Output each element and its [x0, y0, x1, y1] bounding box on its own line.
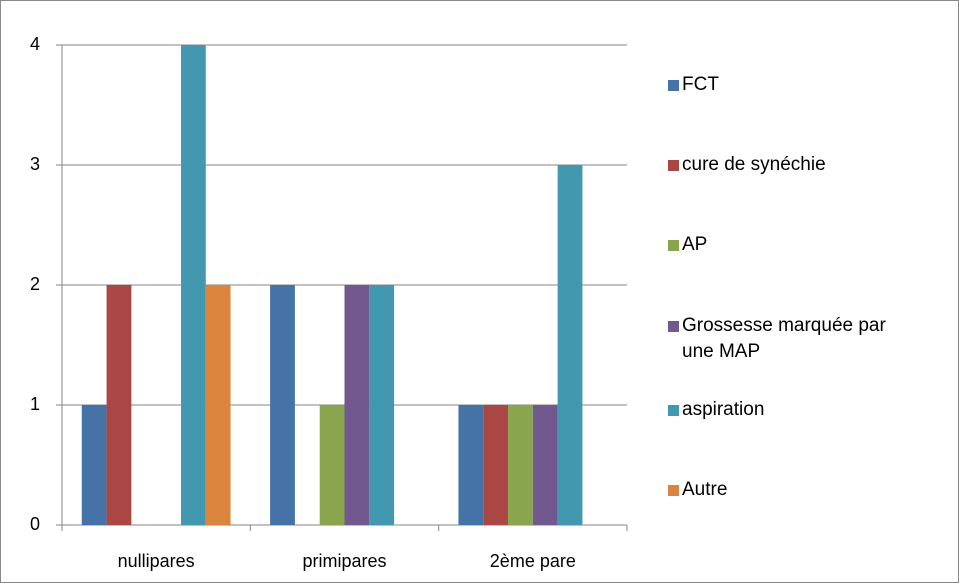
x-tick-label: nullipares — [118, 551, 195, 571]
y-tick-label: 2 — [30, 274, 40, 294]
bar — [180, 45, 206, 525]
legend-swatch — [668, 240, 679, 251]
y-tick-label: 1 — [30, 394, 40, 414]
bar — [508, 405, 533, 525]
legend-swatch — [668, 80, 679, 91]
y-tick-label: 3 — [30, 154, 40, 174]
bar — [369, 285, 395, 525]
legend-swatch — [668, 321, 679, 332]
legend-label: Grossesse marquée par une MAP — [682, 315, 886, 362]
bar — [106, 285, 132, 525]
legend-label: aspiration — [682, 399, 765, 420]
bar — [557, 165, 583, 525]
legend-swatch — [668, 405, 679, 416]
legend-label: Autre — [682, 479, 728, 500]
y-tick-label: 0 — [30, 514, 40, 534]
x-tick-label: 2ème pare — [490, 551, 576, 571]
legend-label: AP — [682, 234, 708, 255]
x-tick-label: primipares — [302, 551, 386, 571]
y-tick-label: 4 — [30, 34, 40, 54]
bar — [319, 405, 345, 525]
bar — [532, 405, 558, 525]
bar — [344, 285, 370, 525]
bar — [483, 405, 509, 525]
bar — [270, 285, 295, 525]
bar — [205, 285, 231, 525]
bar — [458, 405, 484, 525]
legend-swatch — [668, 160, 679, 171]
bar — [81, 405, 107, 525]
legend-label: cure de synéchie — [682, 154, 826, 175]
legend-swatch — [668, 485, 679, 496]
legend-label: FCT — [682, 74, 719, 95]
